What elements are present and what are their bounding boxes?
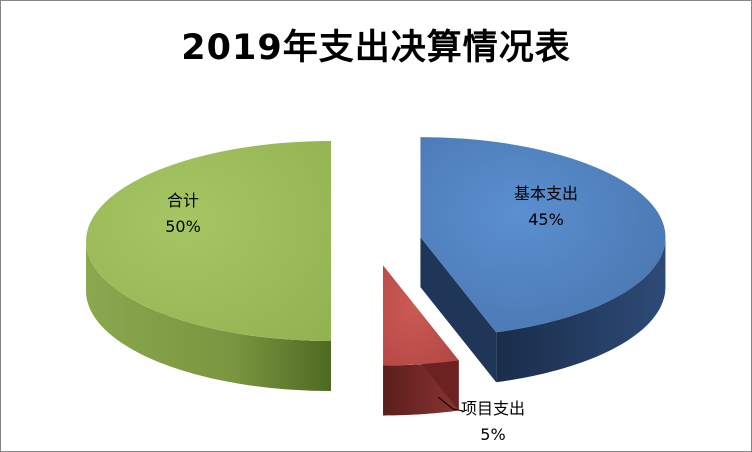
slice-name-label-2: 合计 <box>167 191 199 210</box>
pie-slice-top-2 <box>86 141 332 341</box>
chart-title: 2019年支出决算情况表 <box>181 28 571 68</box>
slice-value-label-0: 45% <box>528 210 564 229</box>
leader-line-1 <box>437 396 464 412</box>
pie-slice-1 <box>383 265 459 416</box>
pie-slice-top-0 <box>420 137 666 333</box>
pie-slice-0 <box>420 137 666 383</box>
slice-value-label-2: 50% <box>165 217 201 236</box>
pie-slice-wall-0-1 <box>420 237 497 383</box>
pie-slice-side-0 <box>496 237 666 383</box>
pie-slice-top-1 <box>383 265 459 366</box>
pie-slice-side-2 <box>86 241 331 391</box>
slice-name-label-1: 项目支出 <box>461 399 525 418</box>
slice-name-label-0: 基本支出 <box>514 184 578 203</box>
pie-slice-2 <box>86 141 332 391</box>
slice-value-label-1: 5% <box>480 425 505 444</box>
